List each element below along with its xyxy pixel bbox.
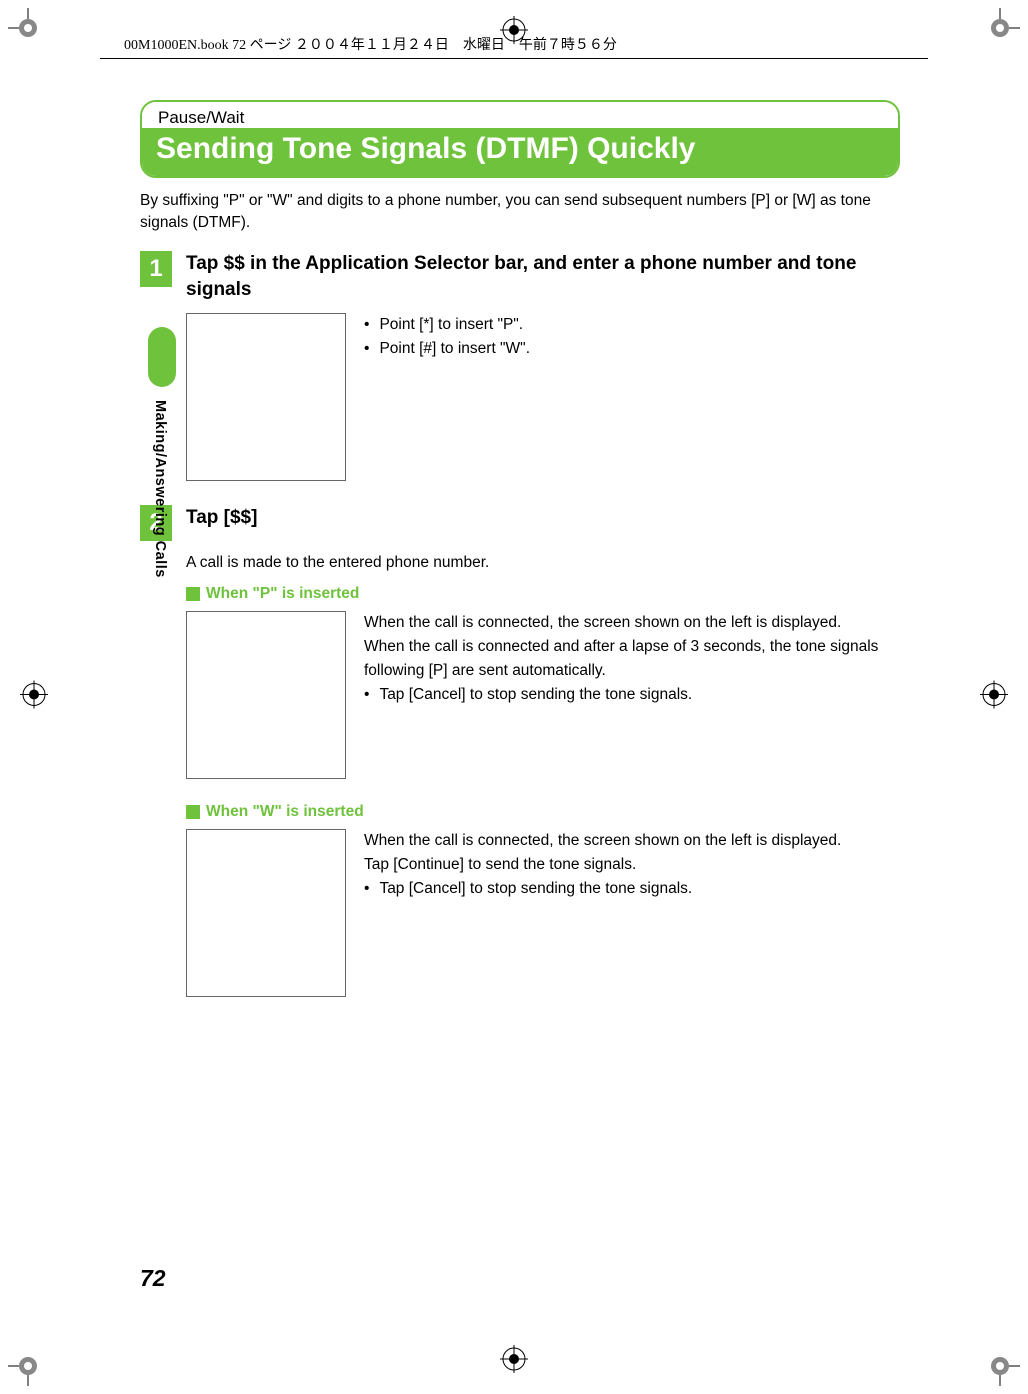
subsection-w-head: When "W" is inserted bbox=[186, 803, 900, 821]
screenshot-placeholder bbox=[186, 313, 346, 481]
square-icon bbox=[186, 587, 200, 601]
print-header: 00M1000EN.book 72 ページ ２００４年１１月２４日 水曜日 午前… bbox=[124, 34, 617, 54]
bullet-item: • Tap [Cancel] to stop sending the tone s… bbox=[364, 683, 900, 707]
bullet-icon: • bbox=[364, 877, 369, 901]
subsection-title: When "W" is inserted bbox=[206, 803, 364, 821]
reg-mark-left bbox=[20, 681, 48, 714]
section-tab bbox=[148, 327, 176, 387]
step-1-body: • Point [*] to insert "P". • Point [#] to … bbox=[186, 313, 900, 481]
paragraph: Tap [Continue] to send the tone signals. bbox=[364, 853, 841, 877]
step-2-text: A call is made to the entered phone numb… bbox=[186, 551, 900, 575]
title-banner: Pause/Wait Sending Tone Signals (DTMF) Q… bbox=[140, 100, 900, 178]
square-icon bbox=[186, 805, 200, 819]
reg-mark-right bbox=[980, 681, 1008, 714]
step-2-body: A call is made to the entered phone numb… bbox=[186, 551, 900, 575]
paragraph: When the call is connected and after a l… bbox=[364, 635, 900, 683]
step-2: 2 Tap [$$] bbox=[140, 505, 900, 541]
bullet-icon: • bbox=[364, 337, 369, 361]
screenshot-placeholder bbox=[186, 611, 346, 779]
bullet-item: • Point [*] to insert "P". bbox=[364, 313, 530, 337]
subsection-title: When "P" is inserted bbox=[206, 585, 359, 603]
step-1: 1 Tap $$ in the Application Selector bar… bbox=[140, 251, 900, 302]
page-content: Making/Answering Calls Pause/Wait Sendin… bbox=[140, 100, 900, 1300]
reg-mark-bottom bbox=[500, 1345, 528, 1378]
bullet-item: • Tap [Cancel] to stop sending the tone s… bbox=[364, 877, 841, 901]
bullet-text: Tap [Cancel] to stop sending the tone si… bbox=[379, 683, 692, 707]
crop-mark-tr bbox=[980, 8, 1020, 48]
bullet-icon: • bbox=[364, 313, 369, 337]
subsection-p-head: When "P" is inserted bbox=[186, 585, 900, 603]
subsection-w-body: When the call is connected, the screen s… bbox=[186, 829, 900, 997]
bullet-item: • Point [#] to insert "W". bbox=[364, 337, 530, 361]
banner-subtitle: Pause/Wait bbox=[142, 102, 898, 128]
step-title: Tap [$$] bbox=[186, 505, 257, 531]
intro-text: By suffixing "P" or "W" and digits to a … bbox=[140, 190, 900, 233]
bullet-text: Tap [Cancel] to stop sending the tone si… bbox=[379, 877, 692, 901]
banner-title: Sending Tone Signals (DTMF) Quickly bbox=[142, 128, 898, 176]
screenshot-placeholder bbox=[186, 829, 346, 997]
paragraph: When the call is connected, the screen s… bbox=[364, 611, 900, 635]
header-rule bbox=[100, 58, 928, 59]
bullet-text: Point [#] to insert "W". bbox=[379, 337, 530, 361]
bullet-icon: • bbox=[364, 683, 369, 707]
step-number: 1 bbox=[140, 251, 172, 287]
bullet-text: Point [*] to insert "P". bbox=[379, 313, 523, 337]
crop-mark-tl bbox=[8, 8, 48, 48]
subsection-p-body: When the call is connected, the screen s… bbox=[186, 611, 900, 779]
step-title: Tap $$ in the Application Selector bar, … bbox=[186, 251, 900, 302]
page-number: 72 bbox=[140, 1265, 166, 1292]
paragraph: When the call is connected, the screen s… bbox=[364, 829, 841, 853]
crop-mark-br bbox=[980, 1346, 1020, 1386]
section-label: Making/Answering Calls bbox=[152, 400, 168, 578]
crop-mark-bl bbox=[8, 1346, 48, 1386]
